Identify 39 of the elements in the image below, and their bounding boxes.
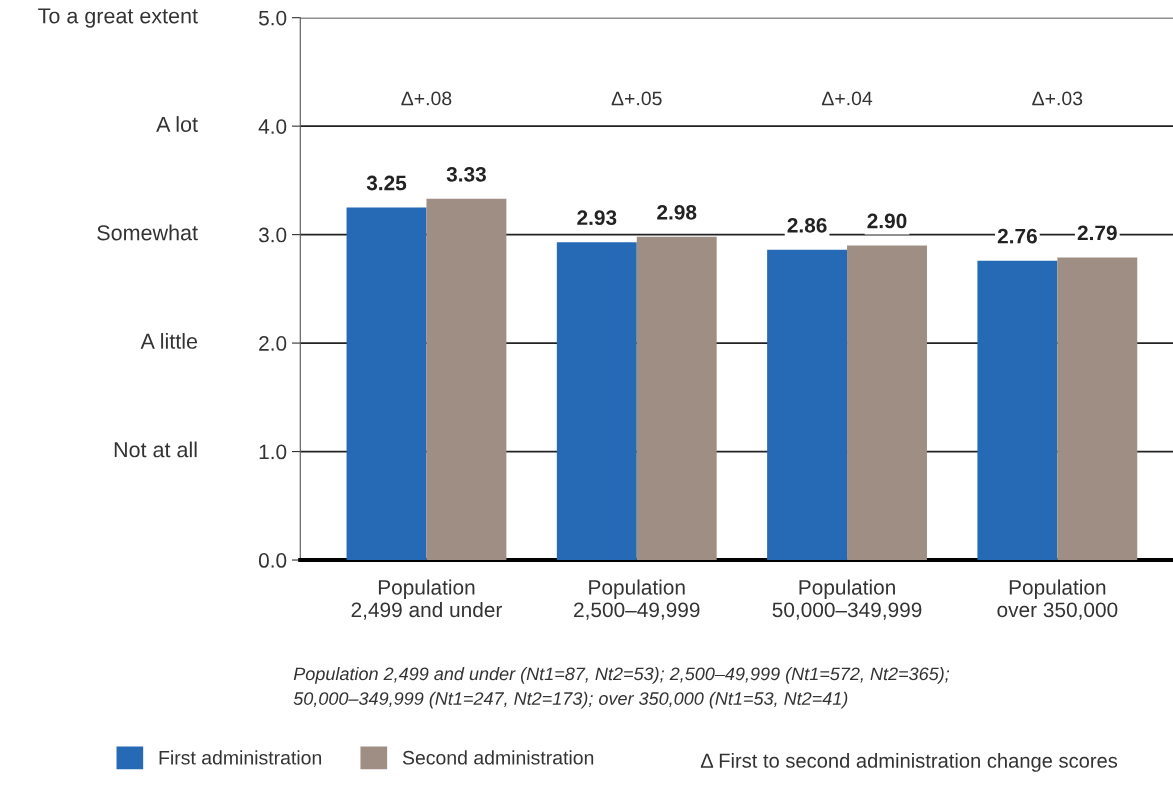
bar [1057,257,1138,561]
x-tick-label: Population 50,000–349,999 [772,579,922,620]
data-label: 3.25 [366,175,407,191]
text: A lot [156,116,198,132]
text: To a great extent [38,8,198,28]
y-tick-label: 1.0 [259,444,287,460]
bar [426,198,507,561]
data-label: 2.76 [997,228,1037,244]
text: Population 2,499 and under (Nt1=87, Nt2=53); 2,500–49,999 (Nt1=572, Nt2=365); 50,000–349,999 (Nt1=247, Nt2=173); over 350,000 (Nt1=53, Nt2=41) [293,666,950,709]
data-label: 2.86 [787,217,827,233]
data-label: 2.79 [1077,225,1117,241]
bar [767,249,848,561]
y-tick-label: 5.0 [258,10,287,26]
data-label: 3.33 [446,166,486,182]
bar [636,236,717,561]
text: Somewhat [97,224,198,241]
y-tick-label: 3.0 [258,227,287,243]
annotation: Δ+.04 [821,91,873,106]
bar [847,245,927,561]
annotation: Δ+.08 [401,91,452,106]
bar [346,207,427,561]
y-tick-label: 2.0 [259,336,287,351]
x-tick-label: Population over 350,000 [997,579,1118,620]
text: Not at all [114,441,197,458]
legend-label: Second administration [402,750,594,765]
annotation: Δ+.05 [611,91,662,106]
y-tick-label: 4.0 [258,119,287,134]
data-label: 2.98 [657,204,697,220]
bar [977,260,1058,561]
annotation: Δ+.03 [1032,91,1083,106]
bar [556,242,637,561]
text: A little [140,333,198,349]
legend-label: First administration [159,750,322,765]
x-tick-label: Population 2,500–49,999 [574,579,700,620]
y-tick-label: 0.0 [258,553,287,568]
data-label: 2.93 [577,210,617,226]
text: Δ First to second administration change scores [700,753,1118,772]
data-label: 2.90 [867,213,907,229]
x-tick-label: Population 2,499 and under [351,579,502,620]
